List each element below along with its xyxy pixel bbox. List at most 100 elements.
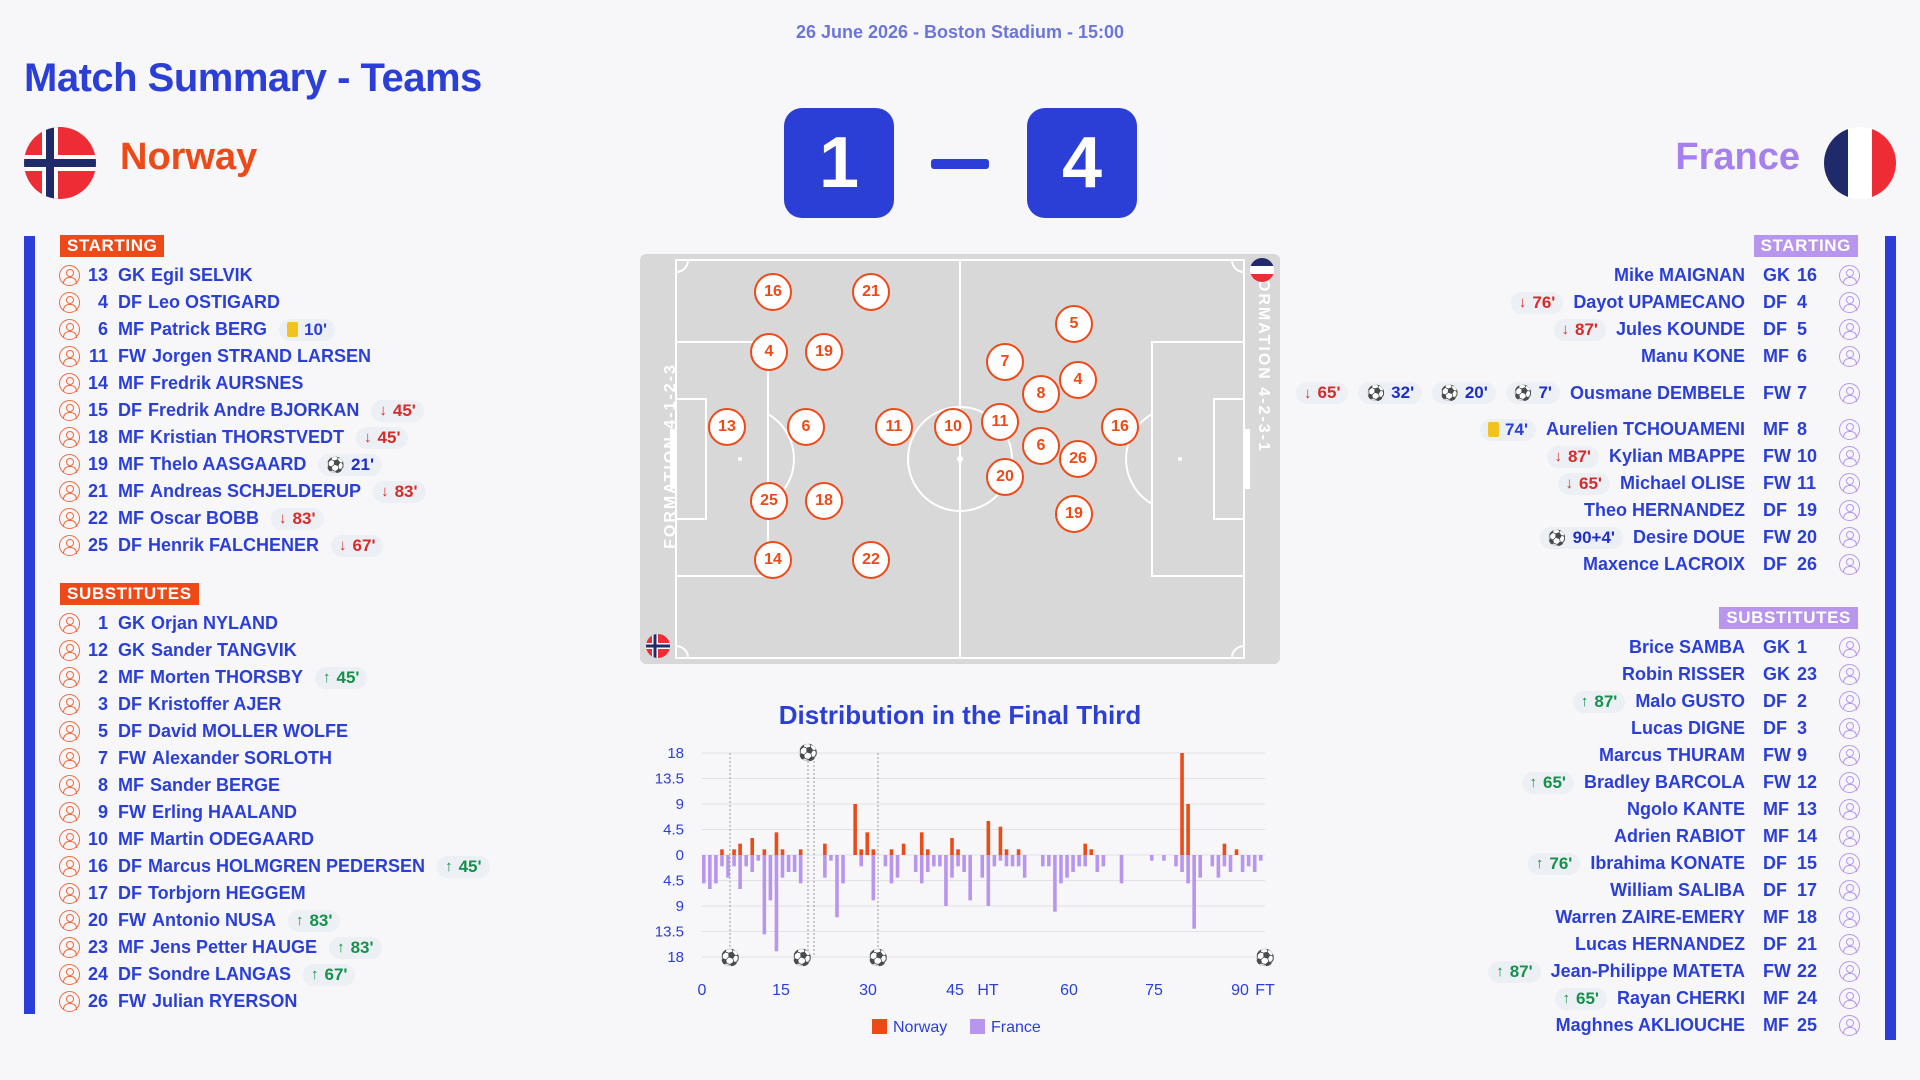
player-name: Ousmane DEMBELE <box>1569 382 1745 403</box>
player-row[interactable]: 10 MF Martin ODEGAARD <box>59 826 314 853</box>
sub-on-arrow-icon: ↑ <box>323 669 331 686</box>
player-row[interactable]: Marcus THURAM FW 9 <box>1599 742 1860 769</box>
player-row[interactable]: 24 DF Sondre LANGAS ↑ 67' <box>59 961 356 988</box>
player-row[interactable]: 3 DF Kristoffer AJER <box>59 691 281 718</box>
norway-bar <box>998 826 1003 855</box>
player-avatar-icon <box>1839 772 1860 793</box>
chart-title: Distribution in the Final Third <box>778 700 1142 730</box>
x-tick-label: 0 <box>698 982 707 999</box>
player-row[interactable]: 8 MF Sander BERGE <box>59 772 280 799</box>
home-player-marker: 25 <box>750 482 788 520</box>
player-row[interactable]: Manu KONE MF 6 <box>1641 343 1860 370</box>
player-row[interactable]: 13 GK Egil SELVIK <box>59 262 253 289</box>
player-row[interactable]: 22 MF Oscar BOBB ↓ 83' <box>59 505 324 532</box>
player-position: MF <box>118 319 144 339</box>
player-row[interactable]: 20 FW Antonio NUSA ↑ 83' <box>59 907 341 934</box>
player-row[interactable]: Maghnes AKLIOUCHE MF 25 <box>1556 1012 1860 1039</box>
player-row[interactable]: ↓ 87' Jules KOUNDE DF 5 <box>1553 316 1860 343</box>
norway-bar <box>889 849 894 855</box>
x-tick-label: 45 <box>946 982 964 999</box>
player-row[interactable]: ↓ 65' ⚽ 32' ⚽ 20' ⚽ 7' Ousmane DEMBELE FW 7 <box>1296 370 1860 416</box>
player-avatar-icon <box>1839 907 1860 928</box>
player-row[interactable]: 9 FW Erling HAALAND <box>59 799 297 826</box>
player-position: GK <box>118 265 145 285</box>
player-number: 5 <box>97 721 108 741</box>
france-bar <box>744 855 748 867</box>
player-row[interactable]: William SALIBA DF 17 <box>1610 877 1860 904</box>
player-row[interactable]: ↓ 87' Kylian MBAPPE FW 10 <box>1546 443 1860 470</box>
event-goal: ⚽ 7' <box>1505 382 1560 404</box>
player-row[interactable]: ↑ 76' Ibrahima KONATE DF 15 <box>1527 850 1860 877</box>
event-time: 45' <box>377 427 401 447</box>
sub-off-arrow-icon: ↓ <box>1561 321 1570 338</box>
france-bar <box>1053 855 1057 912</box>
france-bar <box>913 855 918 872</box>
yellow-card-icon <box>1488 422 1500 437</box>
player-row[interactable]: 4 DF Leo OSTIGARD <box>59 289 280 316</box>
player-avatar-icon <box>59 748 80 769</box>
player-row[interactable]: 19 MF Thelo AASGAARD ⚽ 21' <box>59 451 382 478</box>
legend-france-swatch <box>970 1019 985 1034</box>
player-row[interactable]: Maxence LACROIX DF 26 <box>1583 551 1860 578</box>
player-avatar-icon <box>1839 853 1860 874</box>
player-row[interactable]: 16 DF Marcus HOLMGREN PEDERSEN ↑ 45' <box>59 853 490 880</box>
player-row[interactable]: 12 GK Sander TANGVIK <box>59 637 297 664</box>
home-player-marker: 21 <box>852 273 890 311</box>
player-row[interactable]: 17 DF Torbjorn HEGGEM <box>59 880 306 907</box>
player-row[interactable]: ↑ 65' Bradley BARCOLA FW 12 <box>1521 769 1860 796</box>
player-row[interactable]: Lucas HERNANDEZ DF 21 <box>1575 931 1860 958</box>
player-row[interactable]: 7 FW Alexander SORLOTH <box>59 745 332 772</box>
france-bar <box>774 855 779 952</box>
player-row[interactable]: Adrien RABIOT MF 14 <box>1614 823 1860 850</box>
player-avatar-icon <box>1839 500 1860 521</box>
player-row[interactable]: 26 FW Julian RYERSON <box>59 988 297 1015</box>
player-row[interactable]: Robin RISSER GK 23 <box>1622 661 1860 688</box>
france-bar <box>1186 855 1190 884</box>
player-row[interactable]: 5 DF David MOLLER WOLFE <box>59 718 348 745</box>
france-bar <box>720 855 724 867</box>
player-avatar-icon <box>1839 664 1860 685</box>
player-row[interactable]: ⚽ 90+4' Desire DOUE FW 20 <box>1539 524 1860 551</box>
france-bar <box>762 855 767 935</box>
player-row[interactable]: Brice SAMBA GK 1 <box>1629 634 1860 661</box>
sub-off-arrow-icon: ↓ <box>279 510 287 527</box>
player-row[interactable]: 21 MF Andreas SCHJELDERUP ↓ 83' <box>59 478 426 505</box>
player-row[interactable]: Ngolo KANTE MF 13 <box>1627 796 1860 823</box>
france-bar <box>968 855 972 901</box>
player-row[interactable]: 6 MF Patrick BERG 10' <box>59 316 335 343</box>
home-formation: FORMATION 4-1-2-3 <box>661 363 679 549</box>
player-row[interactable]: Warren ZAIRE-EMERY MF 18 <box>1555 904 1860 931</box>
player-row[interactable]: ↑ 65' Rayan CHERKI MF 24 <box>1554 985 1860 1012</box>
player-row[interactable]: 15 DF Fredrik Andre BJORKAN ↓ 45' <box>59 397 424 424</box>
player-position: DF <box>118 400 142 420</box>
player-row[interactable]: 2 MF Morten THORSBY ↑ 45' <box>59 664 368 691</box>
player-row[interactable]: 14 MF Fredrik AURSNES <box>59 370 303 397</box>
france-bar <box>738 855 742 889</box>
player-avatar-icon <box>1839 527 1860 548</box>
player-row[interactable]: ↓ 65' Michael OLISE FW 11 <box>1557 470 1860 497</box>
player-row[interactable]: ↓ 76' Dayot UPAMECANO DF 4 <box>1510 289 1860 316</box>
player-row[interactable]: Theo HERNANDEZ DF 19 <box>1584 497 1860 524</box>
event-time: 67' <box>324 964 348 984</box>
x-tick-label: 60 <box>1060 982 1078 999</box>
player-row[interactable]: Lucas DIGNE DF 3 <box>1631 715 1860 742</box>
player-row[interactable]: 74' Aurelien TCHOUAMENI MF 8 <box>1480 416 1860 443</box>
away-team-name: France <box>1675 136 1800 178</box>
player-row[interactable]: 18 MF Kristian THORSTVEDT ↓ 45' <box>59 424 409 451</box>
event-off: ↓ 83' <box>373 480 426 503</box>
x-tick-label: 75 <box>1145 982 1163 999</box>
player-name: Orjan NYLAND <box>151 613 279 633</box>
player-row[interactable]: Mike MAIGNAN GK 16 <box>1614 262 1860 289</box>
france-bar <box>1119 855 1124 884</box>
player-number: 11 <box>88 346 108 366</box>
player-row[interactable]: 23 MF Jens Petter HAUGE ↑ 83' <box>59 934 382 961</box>
player-row[interactable]: ↑ 87' Malo GUSTO DF 2 <box>1572 688 1860 715</box>
player-row[interactable]: 11 FW Jorgen STRAND LARSEN <box>59 343 371 370</box>
player-name: Kristian THORSTVEDT <box>150 427 345 447</box>
player-row[interactable]: 1 GK Orjan NYLAND <box>59 610 278 637</box>
player-row[interactable]: 25 DF Henrik FALCHENER ↓ 67' <box>59 532 384 559</box>
player-row[interactable]: ↑ 87' Jean-Philippe MATETA FW 22 <box>1488 958 1860 985</box>
player-number: 9 <box>97 802 108 822</box>
event-time: 65' <box>1576 988 1599 1008</box>
player-avatar-icon <box>1839 446 1860 467</box>
